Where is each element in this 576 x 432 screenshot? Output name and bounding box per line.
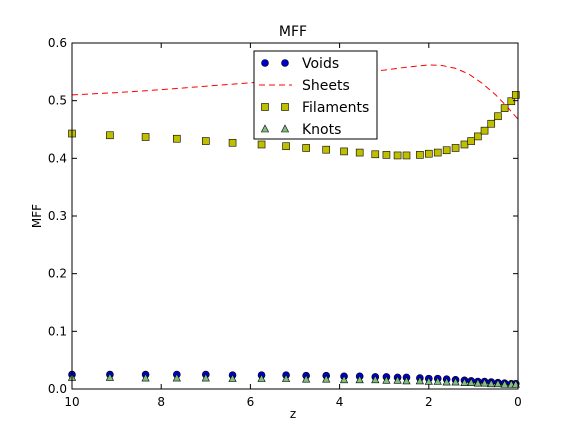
knots-point bbox=[480, 378, 489, 387]
y-tick-label: 0.4 bbox=[48, 151, 67, 165]
series-sheets bbox=[71, 64, 519, 120]
legend-item-knots: Knots bbox=[260, 122, 341, 138]
knots-point bbox=[460, 378, 469, 386]
filaments-point bbox=[442, 146, 451, 155]
knots-point bbox=[105, 372, 115, 381]
filaments-point bbox=[282, 142, 290, 151]
knots-point bbox=[473, 378, 482, 387]
legend-item-voids: Voids bbox=[261, 56, 339, 72]
legend-swatch-voids bbox=[281, 59, 289, 67]
knots-point bbox=[141, 373, 150, 382]
knots-point bbox=[257, 373, 266, 382]
x-tick-label: 4 bbox=[336, 395, 344, 409]
legend-item-sheets: Sheets bbox=[259, 78, 350, 94]
filaments-point bbox=[416, 151, 424, 159]
filaments-point bbox=[451, 144, 460, 152]
filaments-point bbox=[500, 104, 509, 112]
legend-swatch-filaments bbox=[261, 103, 269, 111]
filaments-point bbox=[393, 151, 402, 160]
filaments-point bbox=[302, 144, 310, 152]
legend-label-filaments: Filaments bbox=[302, 100, 369, 116]
knots-point bbox=[281, 373, 291, 382]
knots-point bbox=[487, 379, 496, 388]
y-tick-label: 0.2 bbox=[48, 267, 67, 281]
y-tick-label: 0.5 bbox=[48, 94, 67, 108]
legend: Voids Sheets Filaments Knots bbox=[253, 50, 378, 140]
filaments-point bbox=[460, 140, 469, 149]
legend-swatch-voids bbox=[261, 59, 269, 67]
knots-point bbox=[393, 375, 402, 384]
filaments-point bbox=[202, 137, 210, 145]
knots-point bbox=[172, 373, 181, 382]
knots-point bbox=[451, 377, 460, 386]
legend-box bbox=[253, 50, 378, 140]
filaments-point bbox=[340, 147, 348, 156]
knots-point bbox=[228, 373, 237, 382]
legend-swatch-knots bbox=[260, 124, 270, 133]
series-filaments bbox=[68, 91, 520, 160]
filaments-point bbox=[507, 97, 516, 106]
x-tick-label: 8 bbox=[157, 395, 165, 409]
legend-item-filaments: Filaments bbox=[261, 100, 369, 116]
x-tick-label: 2 bbox=[425, 395, 433, 409]
filaments-point bbox=[511, 91, 520, 99]
knots-point bbox=[355, 375, 364, 384]
knots-point bbox=[302, 374, 311, 383]
legend-swatch-filaments bbox=[281, 103, 289, 111]
series-voids bbox=[68, 370, 520, 388]
filaments-point bbox=[382, 151, 391, 159]
filaments-point bbox=[106, 131, 114, 140]
knots-point bbox=[402, 376, 411, 385]
x-tick-label: 0 bbox=[514, 395, 522, 409]
filaments-point bbox=[494, 112, 502, 121]
knots-point bbox=[500, 379, 509, 388]
y-tick-label: 0.3 bbox=[48, 209, 67, 223]
x-axis-label: z bbox=[290, 407, 296, 421]
filaments-point bbox=[402, 151, 411, 160]
axes-frame bbox=[71, 42, 519, 390]
y-tick-label: 0.0 bbox=[48, 382, 67, 396]
filaments-point bbox=[355, 148, 364, 157]
filaments-point bbox=[228, 138, 237, 147]
knots-point bbox=[201, 373, 210, 382]
y-axis-label: MFF bbox=[30, 204, 44, 228]
y-tick-label: 0.1 bbox=[48, 324, 67, 338]
filaments-point bbox=[467, 137, 475, 145]
knots-point bbox=[433, 376, 442, 385]
legend-swatch-knots bbox=[280, 124, 290, 133]
axis-ticks: 10 8 6 4 2 0 0.0 0.1 0.2 0.3 0.4 0.5 0.6 bbox=[48, 36, 522, 409]
knots-point bbox=[371, 375, 380, 384]
filaments-point bbox=[474, 132, 482, 141]
knots-point bbox=[467, 378, 476, 386]
legend-label-voids: Voids bbox=[302, 56, 339, 72]
filaments-point bbox=[141, 133, 150, 141]
filaments-point bbox=[322, 145, 331, 154]
series-knots bbox=[67, 372, 520, 388]
y-tick-label: 0.6 bbox=[48, 36, 67, 50]
knots-point bbox=[442, 377, 451, 386]
filaments-point bbox=[480, 126, 489, 135]
knots-point bbox=[382, 375, 391, 384]
legend-label-knots: Knots bbox=[302, 122, 341, 138]
filaments-point bbox=[487, 119, 496, 128]
sheets-line bbox=[71, 64, 519, 120]
knots-point bbox=[339, 375, 349, 384]
x-tick-label: 6 bbox=[247, 395, 255, 409]
filaments-point bbox=[433, 148, 442, 157]
filaments-point bbox=[173, 134, 181, 143]
x-tick-label: 10 bbox=[64, 395, 79, 409]
filaments-point bbox=[424, 149, 433, 158]
chart-title: MFF bbox=[279, 24, 307, 40]
legend-label-sheets: Sheets bbox=[302, 78, 350, 94]
knots-point bbox=[415, 376, 424, 385]
knots-point bbox=[322, 374, 331, 383]
knots-point bbox=[493, 379, 503, 388]
filaments-point bbox=[371, 150, 380, 159]
filaments-point bbox=[257, 140, 266, 149]
